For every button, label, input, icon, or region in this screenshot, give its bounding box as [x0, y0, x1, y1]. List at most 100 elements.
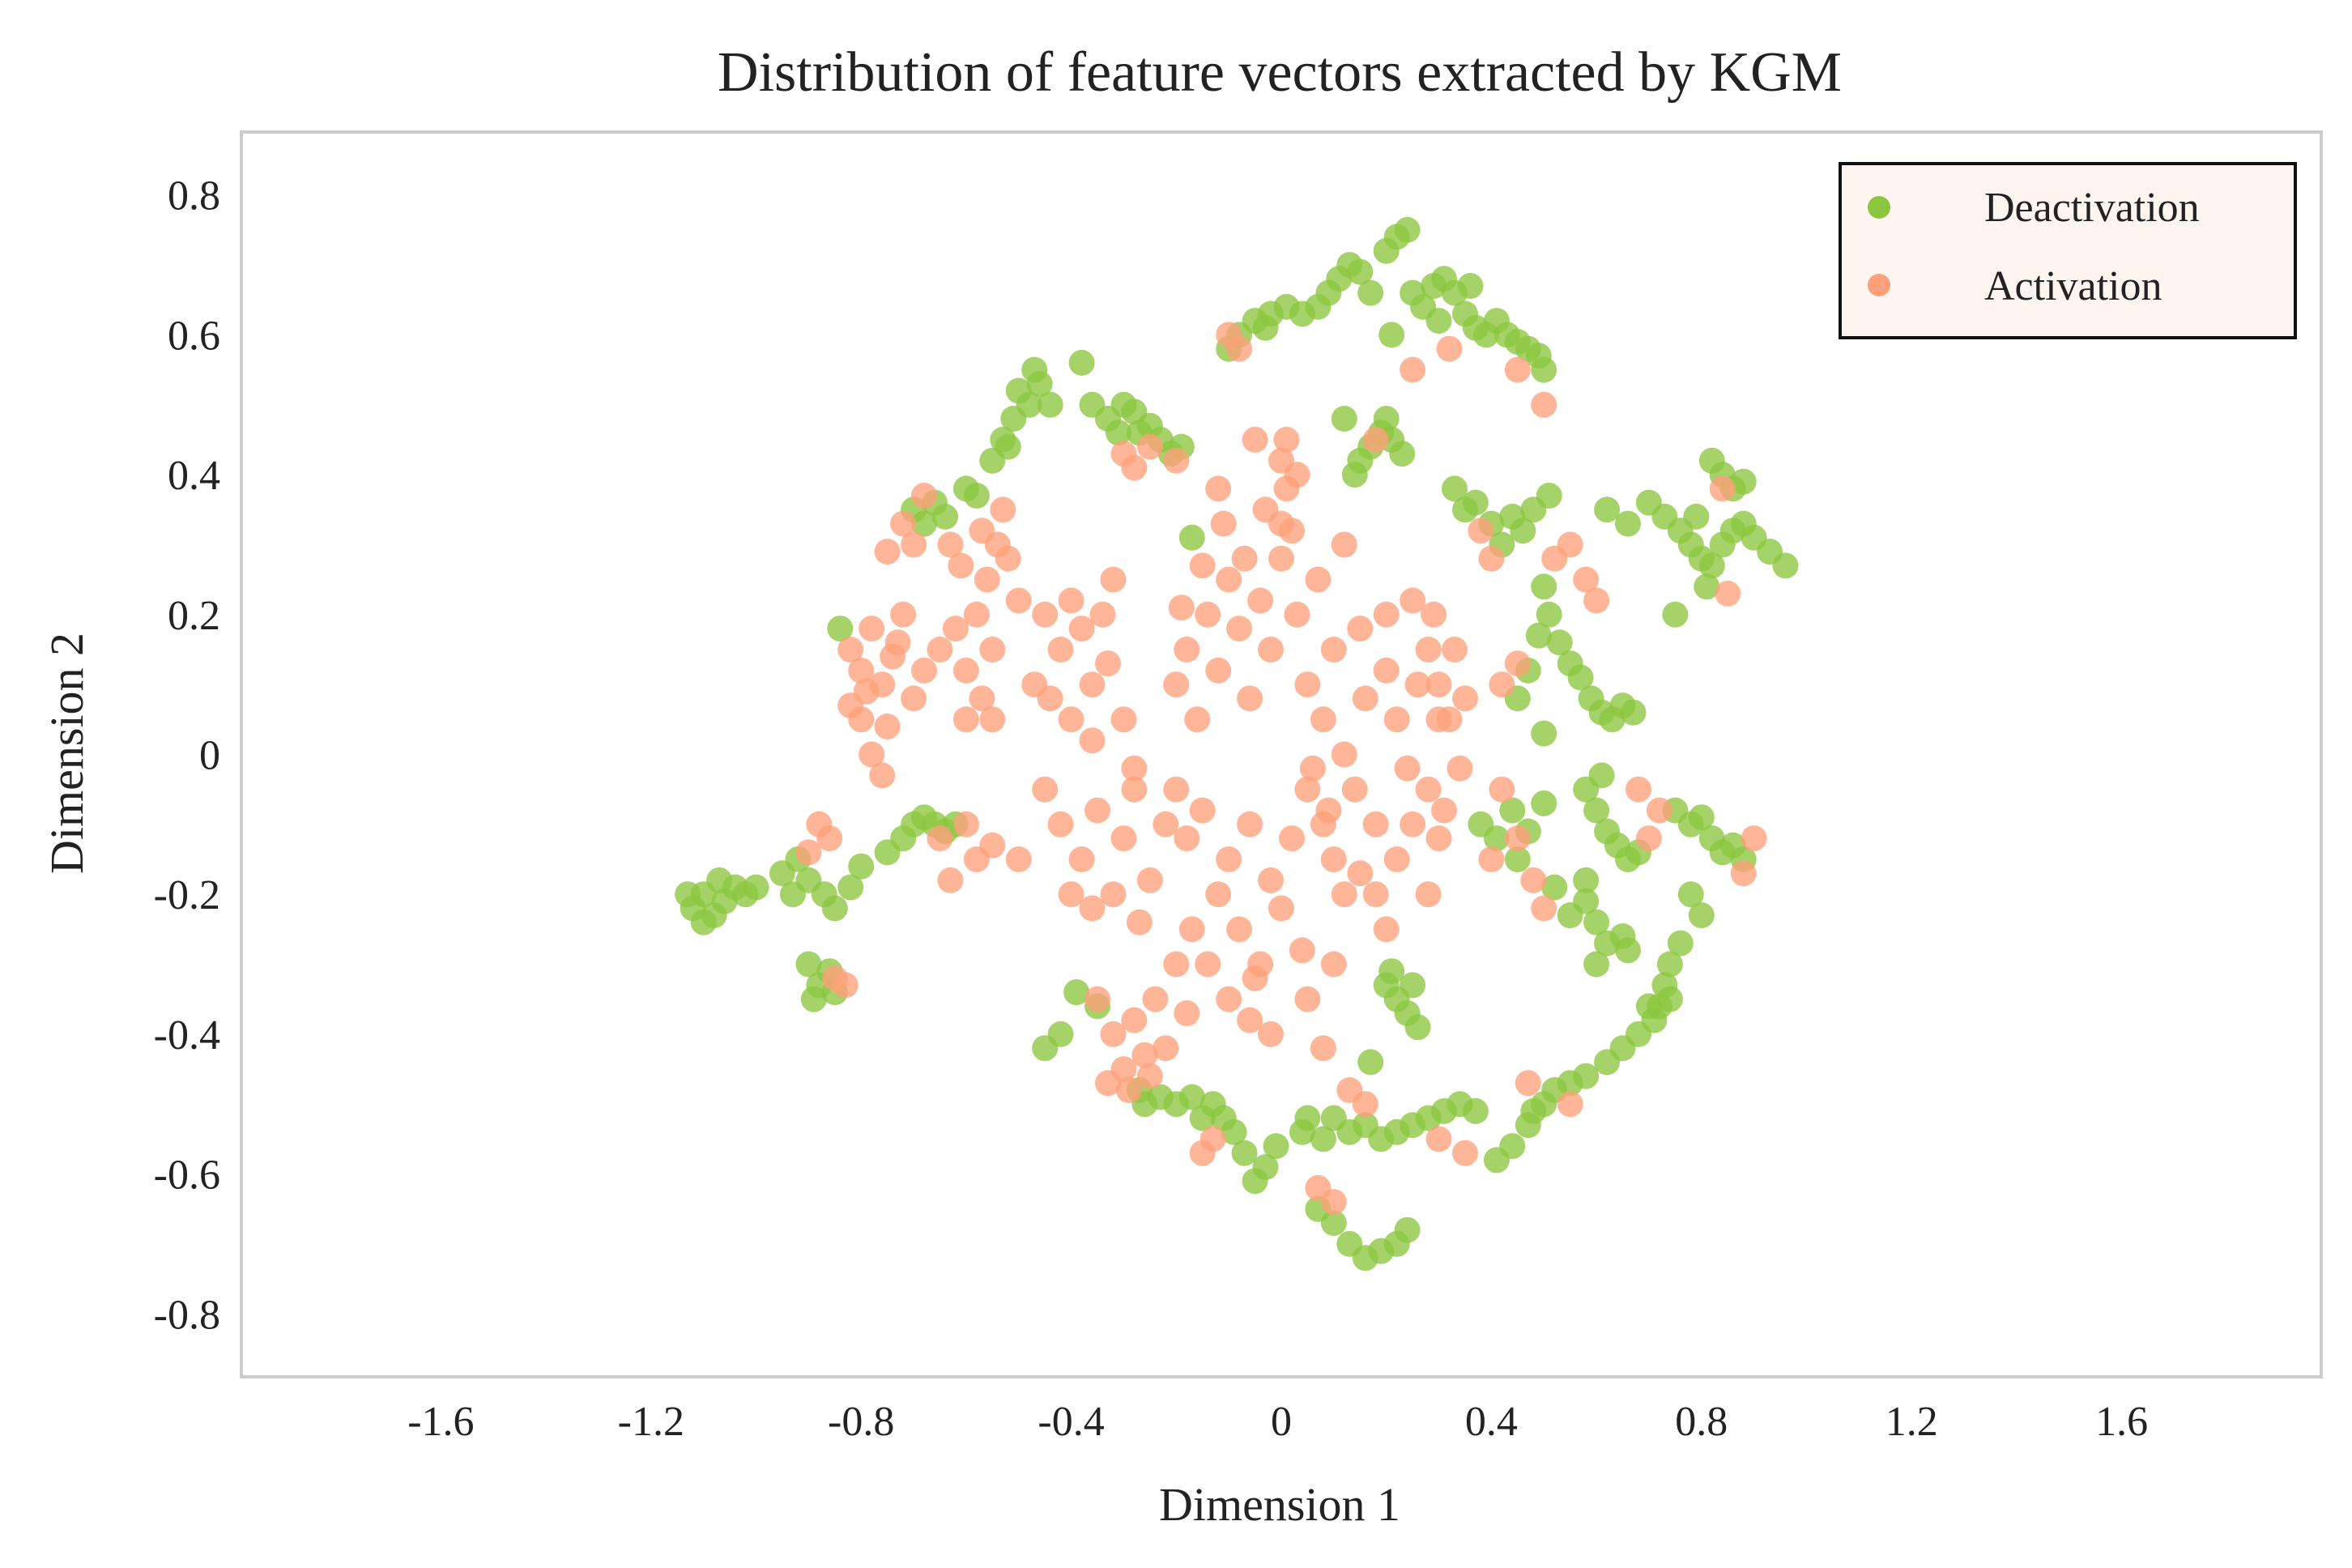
point-activation-69	[1268, 545, 1294, 572]
point-activation-131	[1115, 1077, 1142, 1103]
point-activation-7	[911, 657, 937, 684]
point-deactivation-194	[1462, 1097, 1489, 1124]
x-tick-label: 1.6	[2095, 1399, 2148, 1445]
point-activation-38	[1058, 706, 1084, 733]
point-activation-205	[1320, 951, 1347, 978]
point-deactivation-142	[1499, 797, 1526, 824]
point-activation-110	[1294, 776, 1321, 803]
point-deactivation-72	[1394, 216, 1421, 243]
x-tick-label: 0.4	[1465, 1399, 1518, 1445]
point-deactivation-96	[1373, 406, 1400, 432]
point-deactivation-18	[795, 951, 822, 978]
point-deactivation-234	[1615, 937, 1641, 964]
point-activation-53	[1121, 776, 1148, 803]
point-activation-26	[990, 496, 1016, 523]
point-activation-36	[1100, 566, 1127, 593]
point-activation-198	[963, 846, 990, 872]
point-activation-31	[1047, 637, 1074, 663]
x-tick-label: -0.8	[828, 1399, 894, 1445]
point-deactivation-9	[706, 867, 733, 893]
point-deactivation-146	[1541, 874, 1568, 901]
y-tick-label: 0.2	[168, 593, 220, 639]
point-deactivation-223	[1047, 1020, 1074, 1047]
y-tick-label: 0.8	[168, 173, 220, 219]
point-activation-126	[1142, 986, 1169, 1012]
point-activation-34	[1079, 671, 1106, 698]
point-activation-209	[1347, 616, 1374, 642]
point-activation-176	[1273, 426, 1300, 453]
point-activation-90	[1216, 986, 1242, 1012]
point-activation-149	[1741, 825, 1767, 852]
point-activation-40	[1110, 706, 1137, 733]
point-activation-58	[1126, 909, 1153, 935]
y-tick-label: 0	[199, 733, 220, 779]
legend-marker-deactivation	[1868, 196, 1890, 219]
point-activation-27	[969, 518, 995, 544]
point-deactivation-201	[1394, 1216, 1421, 1243]
point-activation-46	[1005, 846, 1032, 872]
point-activation-165	[832, 972, 859, 999]
point-activation-32	[1058, 587, 1084, 614]
x-tick-label: 0.8	[1675, 1399, 1728, 1445]
point-activation-43	[927, 825, 953, 852]
y-tick-label: 0.6	[168, 313, 220, 359]
point-activation-109	[1305, 566, 1332, 593]
point-activation-191	[1635, 825, 1662, 852]
point-activation-172	[1136, 433, 1163, 460]
point-activation-59	[1163, 671, 1190, 698]
point-deactivation-34	[932, 503, 958, 530]
point-activation-180	[1400, 356, 1426, 383]
point-deactivation-233	[1573, 867, 1600, 893]
legend: Deactivation Activation	[1839, 162, 2297, 339]
point-activation-102	[1394, 755, 1421, 782]
point-activation-2	[859, 616, 885, 642]
point-activation-63	[1205, 657, 1232, 684]
point-activation-5	[890, 601, 917, 628]
point-deactivation-209	[1400, 972, 1426, 999]
point-activation-135	[1447, 755, 1473, 782]
point-activation-175	[1216, 322, 1242, 348]
point-deactivation-43	[1037, 391, 1063, 418]
point-activation-138	[1421, 601, 1447, 628]
x-tick-label: -0.4	[1038, 1399, 1104, 1445]
point-deactivation-183	[1483, 1147, 1510, 1174]
point-deactivation-107	[1546, 629, 1573, 656]
point-activation-78	[1163, 776, 1190, 803]
point-deactivation-126	[1698, 552, 1725, 579]
x-tick-labels: -1.6 -1.2 -0.8 -0.4 0 0.4 0.8 1.2 1.6	[407, 1399, 2148, 1445]
point-activation-206	[1373, 601, 1400, 628]
point-deactivation-104	[1536, 483, 1562, 509]
point-activation-99	[1362, 811, 1389, 837]
point-deactivation-46	[1068, 349, 1095, 376]
point-activation-133	[1425, 671, 1452, 698]
point-deactivation-68	[1347, 258, 1374, 285]
point-deactivation-166	[1677, 881, 1704, 908]
point-activation-179	[1331, 531, 1357, 558]
point-activation-22	[979, 637, 1006, 663]
point-deactivation-105	[1531, 573, 1557, 600]
point-activation-178	[1362, 426, 1389, 453]
point-deactivation-141	[1483, 825, 1510, 852]
point-deactivation-21	[800, 986, 827, 1012]
point-activation-92	[1195, 951, 1221, 978]
point-activation-89	[1289, 937, 1315, 964]
point-activation-6	[901, 685, 927, 712]
point-activation-156	[1320, 1189, 1347, 1216]
point-activation-41	[1121, 755, 1148, 782]
point-activation-183	[1531, 391, 1557, 418]
point-activation-19	[974, 566, 1000, 593]
point-activation-10	[869, 762, 896, 789]
point-activation-187	[1573, 566, 1600, 593]
y-tick-label: -0.2	[154, 872, 220, 918]
point-activation-173	[1163, 447, 1190, 474]
point-deactivation-133	[1694, 573, 1720, 600]
point-activation-154	[1425, 1126, 1452, 1153]
point-activation-54	[1136, 867, 1163, 893]
point-deactivation-135	[1683, 503, 1710, 530]
point-activation-77	[1168, 594, 1195, 621]
point-activation-128	[1163, 951, 1190, 978]
point-activation-182	[1504, 356, 1531, 383]
legend-label-deactivation: Deactivation	[1984, 185, 2200, 231]
point-activation-153	[1452, 1140, 1478, 1166]
point-deactivation-229	[1357, 1049, 1384, 1076]
